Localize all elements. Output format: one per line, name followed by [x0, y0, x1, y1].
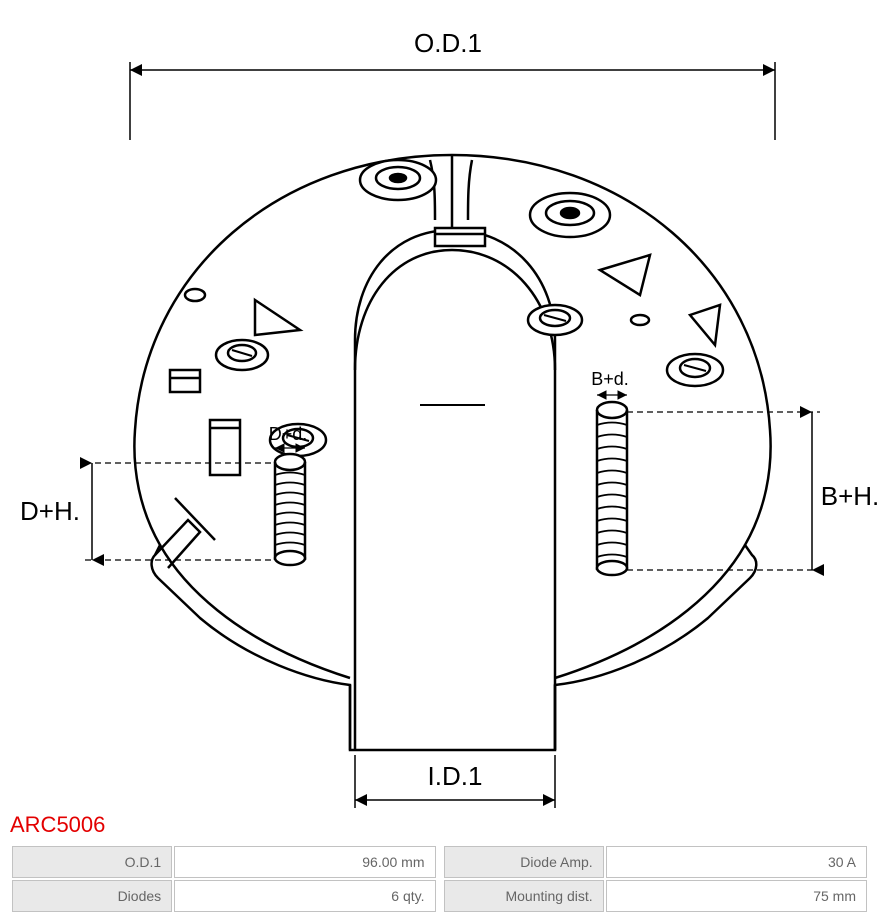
spec-label: Diodes — [12, 880, 172, 912]
spec-table-right: Diode Amp. 30 A Mounting dist. 75 mm — [442, 844, 870, 914]
spec-label: O.D.1 — [12, 846, 172, 878]
label-id1: I.D.1 — [428, 761, 483, 791]
label-dd: D+d. — [269, 424, 308, 444]
table-row: Diode Amp. 30 A — [444, 846, 868, 878]
screw-1 — [216, 340, 268, 370]
spec-label: Mounting dist. — [444, 880, 604, 912]
spec-value: 96.00 mm — [174, 846, 435, 878]
screw-3 — [528, 305, 582, 335]
diagram-svg: O.D.1 — [0, 0, 879, 810]
technical-diagram: O.D.1 — [0, 0, 879, 810]
top-ring-left — [360, 160, 436, 200]
spec-value: 6 qty. — [174, 880, 435, 912]
spec-table-left: O.D.1 96.00 mm Diodes 6 qty. — [10, 844, 438, 914]
label-bd: B+d. — [591, 369, 629, 389]
top-ring-right — [530, 193, 610, 237]
spec-value: 75 mm — [606, 880, 867, 912]
label-dh: D+H. — [20, 496, 80, 526]
screw-4 — [667, 354, 723, 386]
table-row: Diodes 6 qty. — [12, 880, 436, 912]
table-row: Mounting dist. 75 mm — [444, 880, 868, 912]
spec-tables: O.D.1 96.00 mm Diodes 6 qty. Diode Amp. … — [0, 844, 879, 914]
table-row: O.D.1 96.00 mm — [12, 846, 436, 878]
part-body — [134, 155, 770, 750]
label-od1: O.D.1 — [414, 28, 482, 58]
spec-label: Diode Amp. — [444, 846, 604, 878]
spec-value: 30 A — [606, 846, 867, 878]
part-code: ARC5006 — [0, 812, 879, 838]
label-bh: B+H. — [821, 481, 879, 511]
